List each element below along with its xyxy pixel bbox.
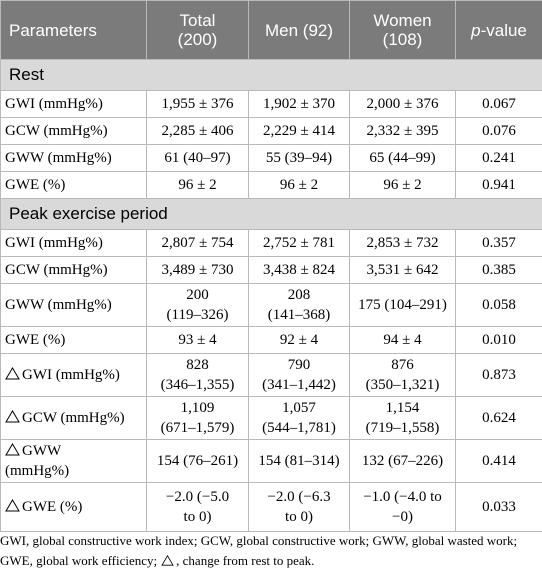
- row-label: GWW (mmHg%): [0, 439, 147, 483]
- cell-total: 2,807 ± 754: [146, 229, 249, 257]
- cell-total: 3,489 ± 730: [146, 256, 249, 284]
- cell-pvalue: 0.873: [455, 353, 542, 397]
- cell-men: 208 (141–368): [248, 283, 350, 327]
- cell-total: −2.0 (−5.0 to 0): [146, 482, 249, 532]
- cell-total: 93 ± 4: [146, 326, 249, 354]
- row-label: GWE (%): [0, 171, 147, 199]
- cell-pvalue: 0.241: [455, 144, 542, 172]
- cell-total: 1,109 (671–1,579): [146, 396, 249, 440]
- cell-men: 92 ± 4: [248, 326, 350, 354]
- cell-pvalue: 0.357: [455, 229, 542, 257]
- header-men: Men (92): [248, 0, 350, 60]
- cell-women: 94 ± 4: [349, 326, 456, 354]
- table-row: GWE (%) 96 ± 2 96 ± 2 96 ± 2 0.941: [0, 171, 542, 199]
- cell-total: 61 (40–97): [146, 144, 249, 172]
- cell-women: 2,332 ± 395: [349, 117, 456, 145]
- cell-men: 55 (39–94): [248, 144, 350, 172]
- delta-icon: [161, 555, 174, 566]
- cell-pvalue: 0.067: [455, 90, 542, 118]
- section-rest: Rest: [0, 59, 542, 91]
- header-row: Parameters Total (200) Men (92) Women (108…: [0, 0, 542, 60]
- cell-pvalue: 0.076: [455, 117, 542, 145]
- cell-total: 200 (119–326): [146, 283, 249, 327]
- cell-men: 2,752 ± 781: [248, 229, 350, 257]
- table-row: GCW (mmHg%) 1,109 (671–1,579) 1,057 (544–1…: [0, 396, 542, 440]
- cell-women: 132 (67–226): [349, 439, 456, 483]
- footnote-text: GWI, global constructive work index; GCW…: [0, 533, 518, 568]
- cell-pvalue: 0.033: [455, 482, 542, 532]
- cell-pvalue: 0.941: [455, 171, 542, 199]
- table-row: GCW (mmHg%) 3,489 ± 730 3,438 ± 824 3,53…: [0, 256, 542, 284]
- table-row: GWW (mmHg%) 154 (76–261) 154 (81–314) 132…: [0, 439, 542, 483]
- table-row: GWW (mmHg%) 61 (40–97) 55 (39–94) 65 (44…: [0, 144, 542, 172]
- cell-total: 1,955 ± 376: [146, 90, 249, 118]
- row-label: GCW (mmHg%): [0, 396, 147, 440]
- table-row: GWE (%) −2.0 (−5.0 to 0) −2.0 (−6.3 to 0) …: [0, 482, 542, 532]
- table-row: GWI (mmHg%) 1,955 ± 376 1,902 ± 370 2,00…: [0, 90, 542, 118]
- table-row: GWI (mmHg%) 828 (346–1,355) 790 (341–1,442…: [0, 353, 542, 397]
- row-label: GWI (mmHg%): [0, 353, 147, 397]
- row-label: GWI (mmHg%): [0, 229, 147, 257]
- section-peak: Peak exercise period: [0, 198, 542, 230]
- section-peak-label: Peak exercise period: [0, 198, 542, 230]
- cell-women: 1,154 (719–1,558): [349, 396, 456, 440]
- row-label: GWI (mmHg%): [0, 90, 147, 118]
- cell-total: 96 ± 2: [146, 171, 249, 199]
- cell-pvalue: 0.624: [455, 396, 542, 440]
- cell-men: 1,057 (544–1,781): [248, 396, 350, 440]
- footnote-delta-text: , change from rest to peak.: [176, 553, 315, 568]
- cell-men: 3,438 ± 824: [248, 256, 350, 284]
- row-label: GCW (mmHg%): [0, 256, 147, 284]
- table-row: GCW (mmHg%) 2,285 ± 406 2,229 ± 414 2,33…: [0, 117, 542, 145]
- row-label: GWE (%): [0, 482, 147, 532]
- section-rest-label: Rest: [0, 59, 542, 91]
- table-row: GWW (mmHg%) 200 (119–326) 208 (141–368) 17…: [0, 283, 542, 327]
- delta-icon: [5, 367, 20, 380]
- header-women: Women (108): [349, 0, 456, 60]
- cell-pvalue: 0.414: [455, 439, 542, 483]
- cell-pvalue: 0.385: [455, 256, 542, 284]
- delta-icon: [5, 443, 20, 456]
- row-label: GCW (mmHg%): [0, 117, 147, 145]
- table-row: GWI (mmHg%) 2,807 ± 754 2,752 ± 781 2,85…: [0, 229, 542, 257]
- cell-men: 2,229 ± 414: [248, 117, 350, 145]
- cell-women: 175 (104–291): [349, 283, 456, 327]
- cell-women: 3,531 ± 642: [349, 256, 456, 284]
- results-table: Parameters Total (200) Men (92) Women (108…: [0, 0, 542, 532]
- cell-men: 154 (81–314): [248, 439, 350, 483]
- cell-total: 828 (346–1,355): [146, 353, 249, 397]
- header-pvalue: p-value: [455, 0, 542, 60]
- cell-women: 876 (350–1,321): [349, 353, 456, 397]
- cell-total: 2,285 ± 406: [146, 117, 249, 145]
- cell-pvalue: 0.058: [455, 283, 542, 327]
- cell-women: 96 ± 2: [349, 171, 456, 199]
- cell-men: −2.0 (−6.3 to 0): [248, 482, 350, 532]
- cell-pvalue: 0.010: [455, 326, 542, 354]
- header-total: Total (200): [146, 0, 249, 60]
- delta-icon: [5, 499, 20, 512]
- cell-women: 2,853 ± 732: [349, 229, 456, 257]
- cell-men: 1,902 ± 370: [248, 90, 350, 118]
- row-label: GWW (mmHg%): [0, 283, 147, 327]
- row-label: GWW (mmHg%): [0, 144, 147, 172]
- cell-total: 154 (76–261): [146, 439, 249, 483]
- header-parameters: Parameters: [0, 0, 147, 60]
- cell-men: 790 (341–1,442): [248, 353, 350, 397]
- cell-women: 2,000 ± 376: [349, 90, 456, 118]
- cell-women: −1.0 (−4.0 to −0): [349, 482, 456, 532]
- delta-icon: [5, 410, 20, 423]
- cell-women: 65 (44–99): [349, 144, 456, 172]
- cell-men: 96 ± 2: [248, 171, 350, 199]
- table-footnote: GWI, global constructive work index; GCW…: [0, 531, 542, 571]
- row-label: GWE (%): [0, 326, 147, 354]
- table-row: GWE (%) 93 ± 4 92 ± 4 94 ± 4 0.010: [0, 326, 542, 354]
